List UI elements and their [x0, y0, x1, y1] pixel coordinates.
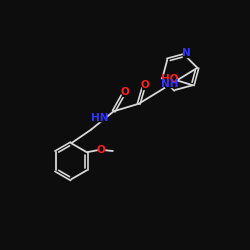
Text: N: N — [182, 48, 190, 58]
Text: O: O — [97, 145, 106, 155]
Bar — [183, 51, 189, 57]
Bar — [98, 147, 104, 152]
Text: O: O — [120, 87, 129, 97]
Bar — [122, 90, 127, 96]
Bar — [95, 116, 105, 121]
Text: NH: NH — [160, 79, 178, 89]
Bar — [164, 81, 174, 87]
Bar — [166, 77, 175, 83]
Bar — [142, 83, 147, 88]
Text: HO: HO — [162, 74, 179, 84]
Text: O: O — [140, 80, 149, 90]
Text: HN: HN — [91, 114, 109, 123]
